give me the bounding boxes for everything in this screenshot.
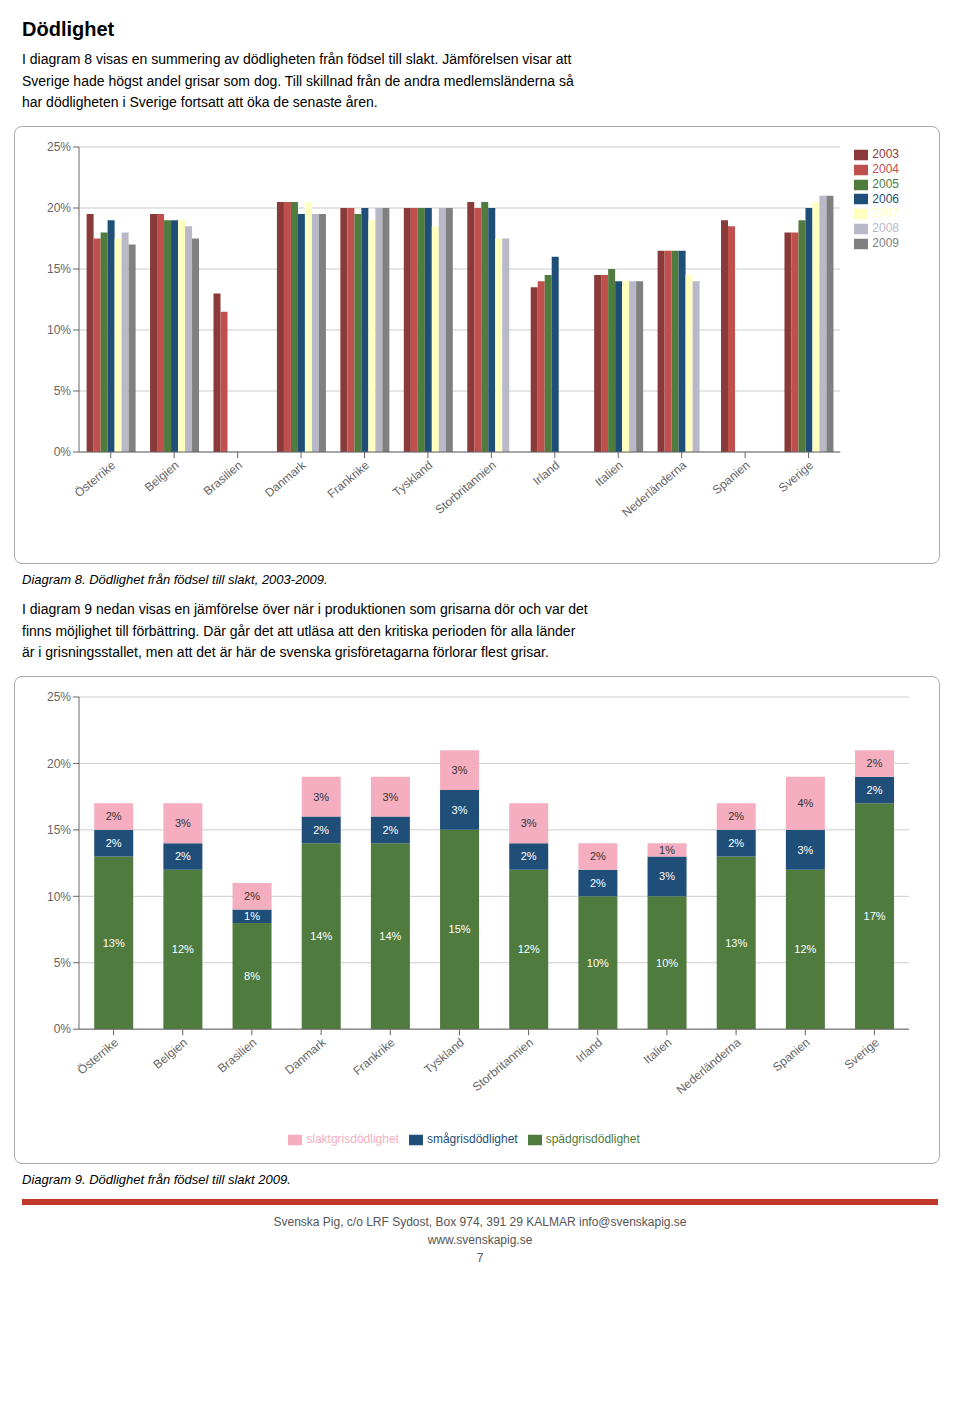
svg-text:Frankrike: Frankrike [325, 458, 373, 501]
svg-text:10%: 10% [47, 323, 71, 337]
html-text:2007: 2007 [872, 206, 899, 221]
html-text:Svenska Pig, c/o LRF Sydost, B: Svenska Pig, c/o LRF Sydost, Box 974, 39… [273, 1215, 687, 1230]
svg-text:15%: 15% [449, 924, 471, 936]
svg-text:2%: 2% [382, 824, 398, 836]
html-text:slaktgrisdödlighet: slaktgrisdödlighet [306, 1132, 399, 1147]
svg-text:Frankrike: Frankrike [350, 1035, 398, 1078]
html-text:www.svenskapig.se: www.svenskapig.se [427, 1233, 533, 1248]
svg-text:Danmark: Danmark [282, 1035, 329, 1078]
svg-text:Irland: Irland [573, 1035, 605, 1065]
svg-text:2%: 2% [728, 811, 744, 823]
svg-text:2%: 2% [106, 837, 122, 849]
svg-text:3%: 3% [452, 804, 468, 816]
svg-text:12%: 12% [172, 943, 194, 955]
html-text:Diagram 8. Dödlighet från föds: Diagram 8. Dödlighet från födsel till sl… [22, 572, 328, 588]
svg-text:13%: 13% [725, 937, 747, 949]
svg-text:Sverige: Sverige [842, 1035, 882, 1072]
svg-text:10%: 10% [656, 957, 678, 969]
svg-text:2%: 2% [867, 757, 883, 769]
svg-text:2%: 2% [590, 877, 606, 889]
svg-text:12%: 12% [518, 943, 540, 955]
svg-text:Brasilien: Brasilien [215, 1035, 259, 1075]
svg-text:5%: 5% [54, 956, 72, 970]
svg-text:1%: 1% [244, 910, 260, 922]
svg-text:2%: 2% [175, 850, 191, 862]
svg-text:Brasilien: Brasilien [201, 458, 245, 498]
svg-text:2%: 2% [106, 811, 122, 823]
svg-text:17%: 17% [864, 910, 886, 922]
svg-text:25%: 25% [47, 140, 71, 154]
svg-text:25%: 25% [47, 690, 71, 704]
svg-text:3%: 3% [797, 844, 813, 856]
svg-text:13%: 13% [103, 937, 125, 949]
svg-text:Irland: Irland [530, 458, 562, 488]
svg-text:8%: 8% [244, 970, 260, 982]
html-text:smågrisdödlighet: smågrisdödlighet [427, 1132, 518, 1147]
svg-text:1%: 1% [659, 844, 675, 856]
svg-text:Storbritannien: Storbritannien [433, 458, 499, 517]
svg-text:10%: 10% [587, 957, 609, 969]
html-text:7: 7 [476, 1251, 484, 1266]
svg-text:3%: 3% [521, 817, 537, 829]
svg-text:Österrike: Österrike [72, 458, 119, 500]
svg-text:3%: 3% [175, 817, 191, 829]
svg-text:4%: 4% [797, 797, 813, 809]
svg-text:Sverige: Sverige [776, 458, 816, 495]
svg-text:20%: 20% [47, 201, 71, 215]
svg-text:20%: 20% [47, 757, 71, 771]
svg-text:3%: 3% [313, 791, 329, 803]
svg-text:Tyskland: Tyskland [422, 1035, 467, 1076]
html-text:I diagram 8 visas en summering: I diagram 8 visas en summering av dödlig… [22, 51, 574, 111]
svg-text:2%: 2% [521, 850, 537, 862]
html-text:2003: 2003 [872, 147, 899, 162]
html-text:2006: 2006 [872, 191, 899, 206]
svg-text:Italien: Italien [641, 1035, 675, 1066]
svg-text:Danmark: Danmark [262, 458, 309, 501]
svg-text:0%: 0% [54, 1023, 72, 1037]
html-text:2005: 2005 [872, 176, 899, 191]
svg-text:0%: 0% [54, 445, 72, 459]
svg-text:12%: 12% [794, 943, 816, 955]
html-text:I diagram 9 nedan visas en jäm: I diagram 9 nedan visas en jämförelse öv… [22, 601, 588, 661]
svg-text:14%: 14% [310, 930, 332, 942]
svg-text:2%: 2% [590, 850, 606, 862]
html-text:2004: 2004 [872, 161, 899, 176]
svg-text:2%: 2% [313, 824, 329, 836]
svg-text:3%: 3% [452, 764, 468, 776]
svg-text:Nederländerna: Nederländerna [619, 458, 689, 520]
svg-text:Österrike: Österrike [75, 1035, 122, 1077]
svg-text:Nederländerna: Nederländerna [674, 1035, 744, 1097]
svg-text:2%: 2% [728, 837, 744, 849]
svg-text:14%: 14% [379, 930, 401, 942]
html-text:2009: 2009 [872, 236, 899, 250]
svg-text:Italien: Italien [592, 458, 626, 489]
svg-text:2%: 2% [244, 890, 260, 902]
svg-text:Belgien: Belgien [142, 458, 182, 494]
svg-text:3%: 3% [382, 791, 398, 803]
svg-text:10%: 10% [47, 890, 71, 904]
html-text:2008: 2008 [872, 221, 899, 236]
svg-text:Belgien: Belgien [150, 1035, 190, 1071]
svg-text:5%: 5% [54, 384, 72, 398]
html-text:Dödlighet: Dödlighet [22, 18, 115, 40]
svg-text:15%: 15% [47, 823, 71, 837]
svg-text:15%: 15% [47, 262, 71, 276]
svg-text:Tyskland: Tyskland [390, 458, 435, 499]
svg-text:Spanien: Spanien [770, 1035, 813, 1074]
svg-text:2%: 2% [867, 784, 883, 796]
html-text:spädgrisdödlighet: spädgrisdödlighet [545, 1132, 640, 1147]
svg-text:Spanien: Spanien [710, 458, 753, 497]
svg-text:3%: 3% [659, 870, 675, 882]
html-text:Diagram 9. Dödlighet från föds: Diagram 9. Dödlighet från födsel till sl… [22, 1172, 291, 1188]
svg-text:Storbritannien: Storbritannien [470, 1035, 536, 1094]
